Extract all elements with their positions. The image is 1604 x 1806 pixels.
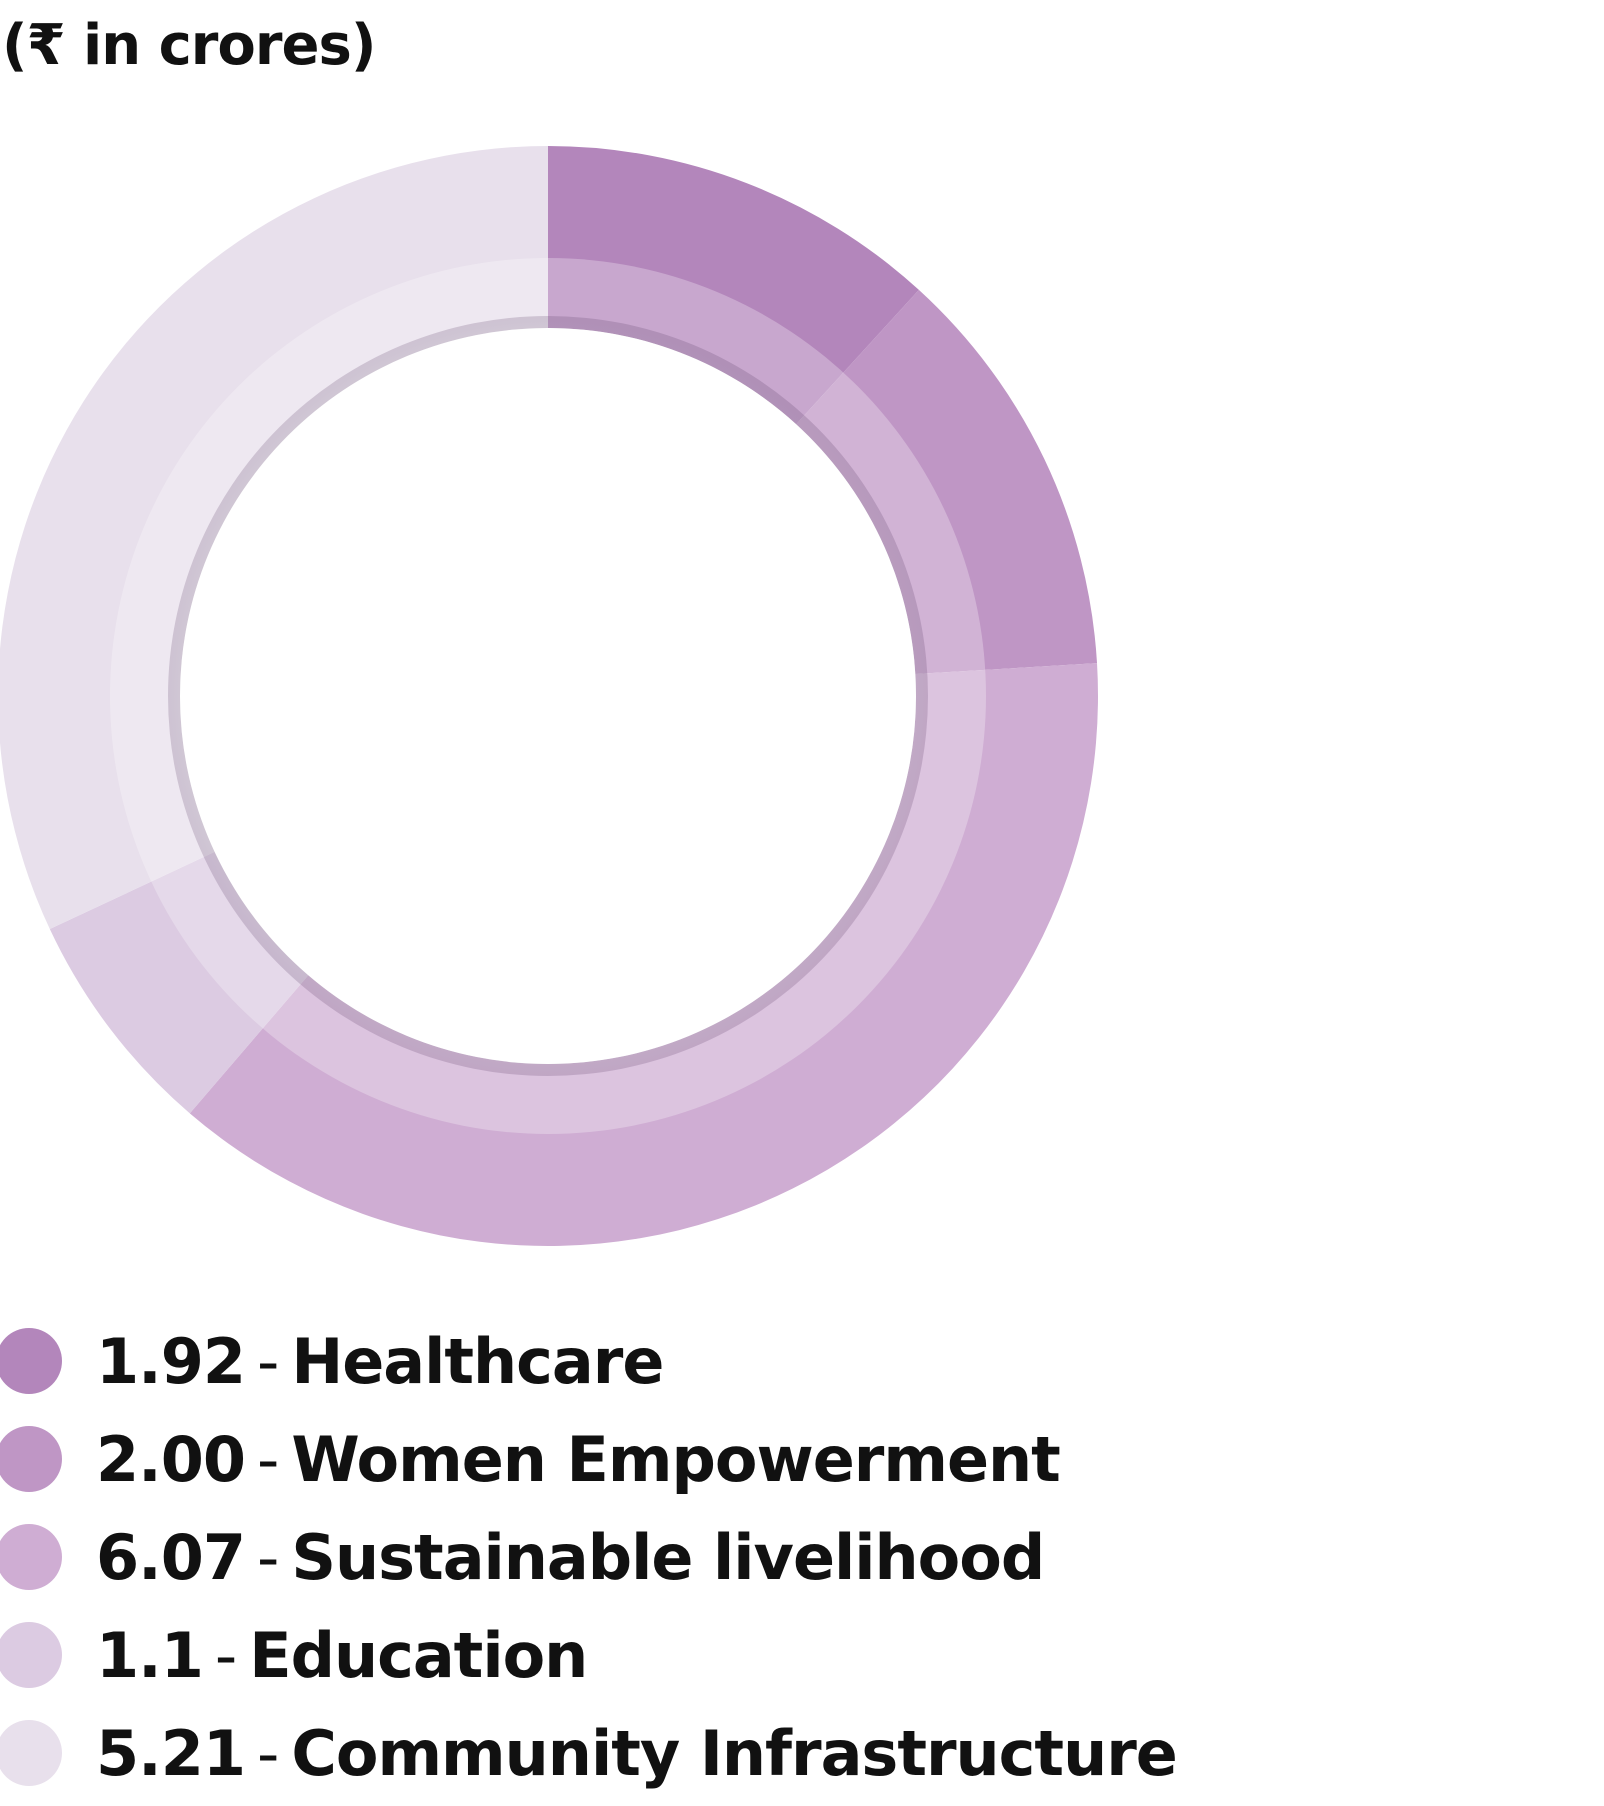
legend-swatch	[0, 1524, 62, 1590]
legend-value: 5.21	[96, 1716, 246, 1790]
legend-value: 1.1	[96, 1618, 204, 1692]
legend-label: Sustainable livelihood	[291, 1520, 1045, 1594]
legend-label: Healthcare	[291, 1324, 664, 1398]
legend-label: Community Infrastructure	[291, 1716, 1177, 1790]
legend-value: 2.00	[96, 1422, 246, 1496]
legend-item: 2.00- Women Empowerment	[0, 1410, 1300, 1508]
legend-item: 1.92- Healthcare	[0, 1312, 1300, 1410]
donut-slice-sustainable-livelihood	[189, 663, 1099, 1247]
donut-slice-women-empowerment	[796, 289, 1098, 675]
legend-label: Education	[249, 1618, 588, 1692]
legend-swatch	[0, 1426, 62, 1492]
legend-item: 6.07- Sustainable livelihood	[0, 1508, 1300, 1606]
chart-unit-label: (₹ in crores)	[2, 13, 376, 78]
donut-chart	[0, 146, 1099, 1247]
legend-separator: -	[214, 1618, 238, 1692]
legend-separator: -	[256, 1324, 280, 1398]
donut-slice-healthcare	[548, 146, 919, 425]
legend-value: 1.92	[96, 1324, 246, 1398]
legend-value: 6.07	[96, 1520, 246, 1594]
legend-item: 5.21- Community Infrastructure	[0, 1704, 1300, 1802]
donut-hole	[180, 328, 916, 1064]
chart-legend: 1.92- Healthcare 2.00- Women Empowerment 6.0…	[0, 1312, 1300, 1802]
legend-swatch	[0, 1328, 62, 1394]
legend-separator: -	[256, 1716, 280, 1790]
legend-item: 1.1- Education	[0, 1606, 1300, 1704]
legend-swatch	[0, 1622, 62, 1688]
legend-separator: -	[256, 1520, 280, 1594]
legend-separator: -	[256, 1422, 280, 1496]
legend-label: Women Empowerment	[291, 1422, 1060, 1496]
legend-swatch	[0, 1720, 62, 1786]
